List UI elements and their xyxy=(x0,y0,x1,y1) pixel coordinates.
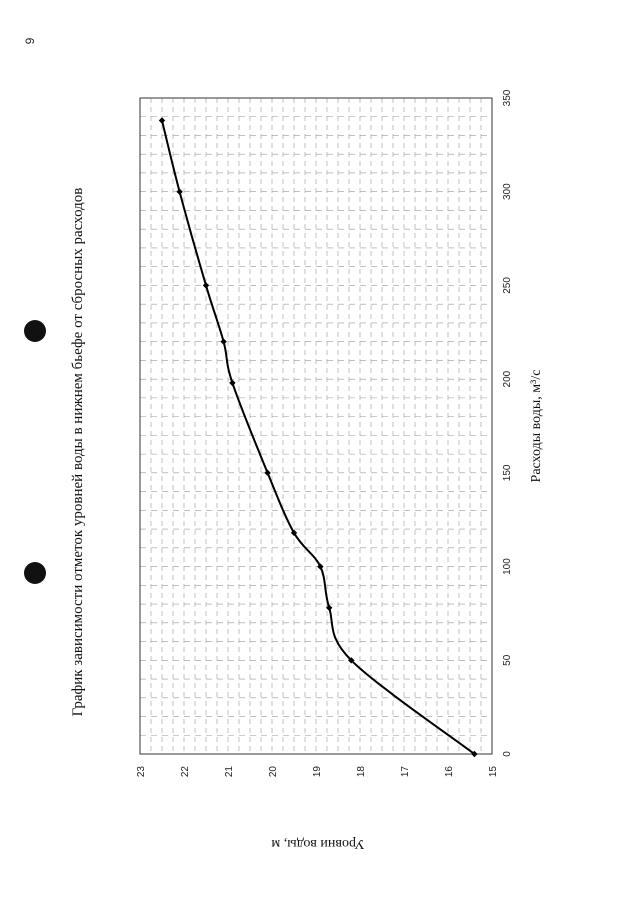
y-tick-label: 17 xyxy=(400,766,411,778)
x-tick-label: 250 xyxy=(502,277,513,294)
punch-hole-top xyxy=(24,320,46,342)
x-tick-label: 300 xyxy=(502,183,513,200)
x-tick-label: 200 xyxy=(502,370,513,387)
x-axis-label: Расходы воды, м³/с xyxy=(529,370,544,483)
y-tick-label: 22 xyxy=(180,766,191,778)
punch-hole-bottom xyxy=(24,562,46,584)
data-point xyxy=(220,338,227,345)
x-tick-label: 350 xyxy=(502,89,513,106)
data-point xyxy=(326,604,333,612)
data-point xyxy=(317,563,324,570)
data-point xyxy=(176,188,183,195)
y-tick-label: 16 xyxy=(444,766,455,778)
data-point xyxy=(348,657,355,664)
y-tick-label: 19 xyxy=(312,766,323,778)
data-point xyxy=(290,529,298,537)
plot-frame xyxy=(139,97,493,755)
y-axis-label: Уровни воды, м xyxy=(271,836,364,851)
y-tick-label: 23 xyxy=(136,766,147,778)
data-point xyxy=(471,750,478,758)
y-tick-label: 18 xyxy=(356,766,367,778)
data-point xyxy=(158,117,166,124)
x-tick-label: 0 xyxy=(502,751,513,757)
data-point xyxy=(264,469,271,477)
data-point xyxy=(229,379,236,387)
rating-curve-line xyxy=(161,120,476,755)
data-point xyxy=(202,282,210,289)
x-tick-label: 100 xyxy=(502,558,513,575)
x-tick-label: 50 xyxy=(502,654,513,666)
chart-title: График зависимости отметок уровней воды … xyxy=(70,188,86,717)
y-tick-label: 15 xyxy=(488,766,499,778)
y-tick-label: 21 xyxy=(224,766,235,778)
x-tick-label: 150 xyxy=(502,464,513,481)
y-tick-label: 20 xyxy=(268,766,279,778)
